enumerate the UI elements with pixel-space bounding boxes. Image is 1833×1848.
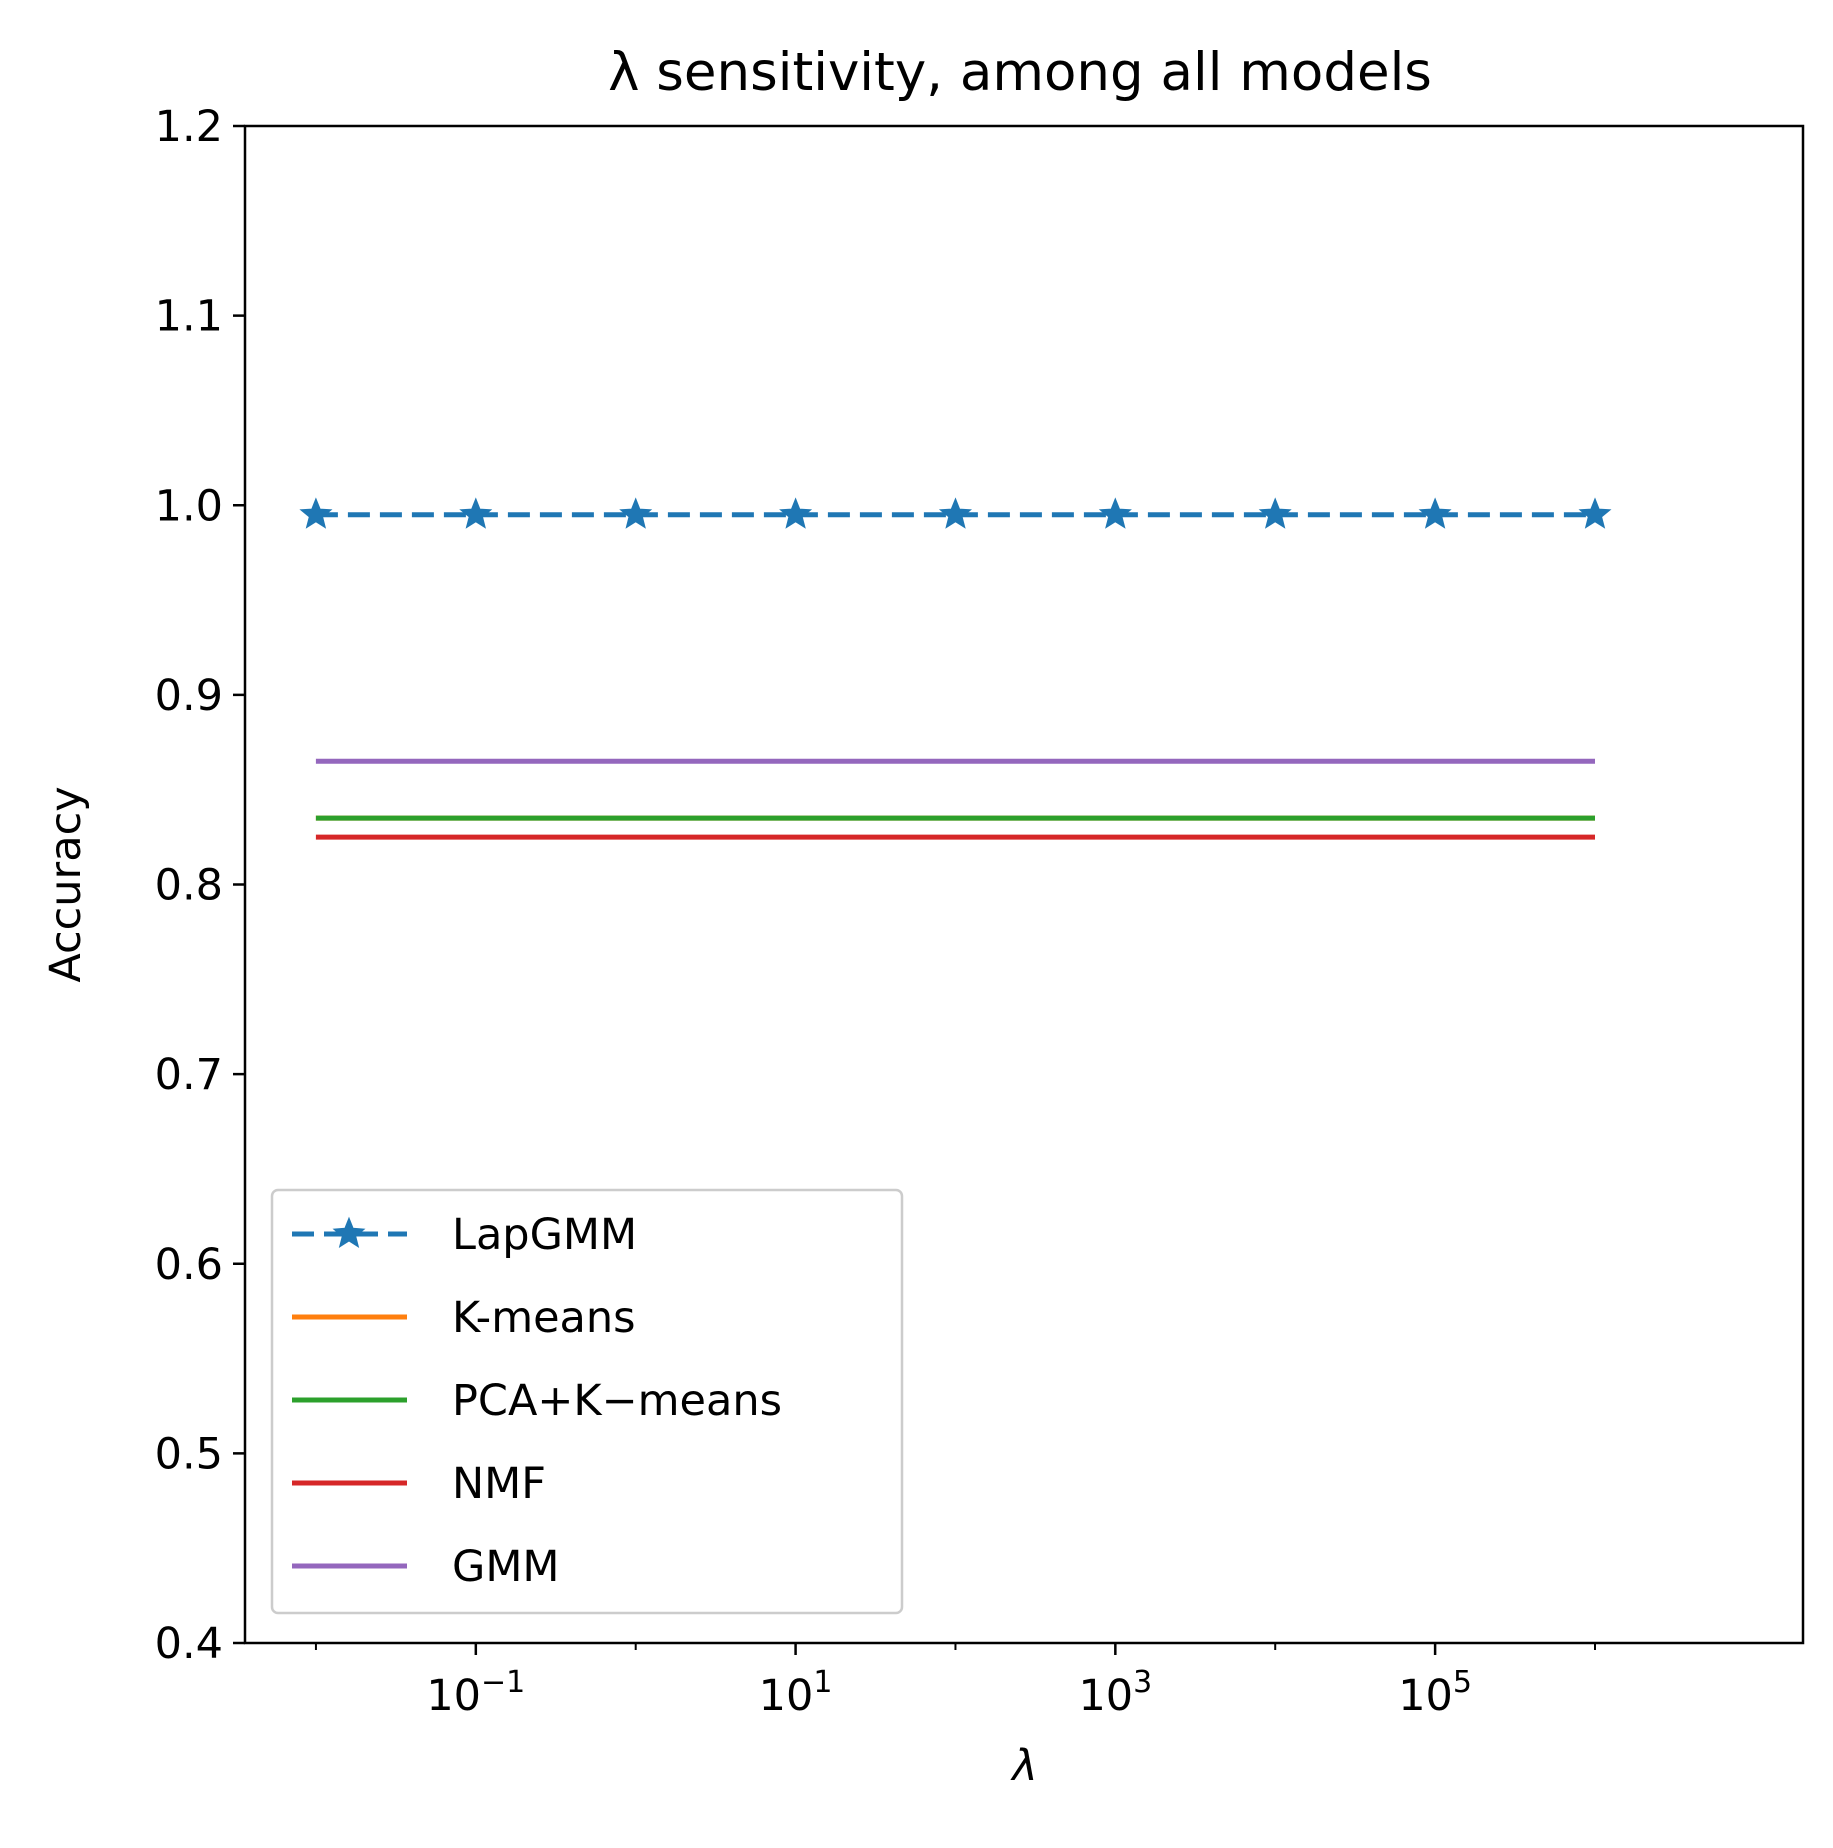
axis-ticks: 0.4 0.5 0.6 0.7 0.8 0.9 1.0 1.1 1.2 10−1 101 103 105 bbox=[155, 102, 1596, 1721]
y-tick-label: 1.2 bbox=[155, 102, 223, 152]
x-tick-label: 10−1 bbox=[426, 1665, 525, 1721]
y-tick-label: 0.9 bbox=[155, 671, 223, 721]
y-tick-label: 0.6 bbox=[155, 1240, 223, 1290]
legend-label: NMF bbox=[452, 1459, 546, 1509]
plot-frame bbox=[243, 124, 1805, 1645]
legend-label: K-means bbox=[452, 1293, 636, 1343]
x-axis-label: λ bbox=[1010, 1741, 1037, 1791]
legend-label: PCA+K−means bbox=[452, 1376, 782, 1426]
x-tick-label: 105 bbox=[1398, 1665, 1472, 1721]
data-point-star bbox=[1418, 497, 1452, 529]
data-point-star bbox=[1258, 497, 1292, 529]
y-tick-label: 0.4 bbox=[155, 1619, 223, 1669]
y-tick-label: 0.8 bbox=[155, 861, 223, 911]
legend: LapGMM K-means PCA+K−means NMF GMM bbox=[270, 1188, 904, 1615]
legend-box bbox=[270, 1188, 904, 1615]
data-point-star bbox=[299, 497, 333, 529]
y-axis-label: Accuracy bbox=[41, 786, 91, 982]
plot-area bbox=[299, 497, 1612, 840]
data-point-star bbox=[1578, 497, 1612, 529]
legend-label: GMM bbox=[452, 1542, 560, 1592]
x-tick-label: 101 bbox=[759, 1665, 833, 1721]
y-tick-label: 0.7 bbox=[155, 1050, 223, 1100]
data-point-star bbox=[619, 497, 653, 529]
y-tick-label: 1.0 bbox=[155, 481, 223, 531]
x-tick-label: 103 bbox=[1078, 1665, 1152, 1721]
data-point-star bbox=[938, 497, 972, 529]
legend-label: LapGMM bbox=[452, 1210, 637, 1260]
chart-title: λ sensitivity, among all models bbox=[608, 42, 1432, 103]
data-point-star bbox=[459, 497, 493, 529]
legend-star-marker bbox=[332, 1216, 366, 1248]
y-tick-label: 1.1 bbox=[155, 292, 223, 342]
data-point-star bbox=[779, 497, 813, 529]
data-point-star bbox=[1098, 497, 1132, 529]
y-tick-label: 0.5 bbox=[155, 1429, 223, 1479]
